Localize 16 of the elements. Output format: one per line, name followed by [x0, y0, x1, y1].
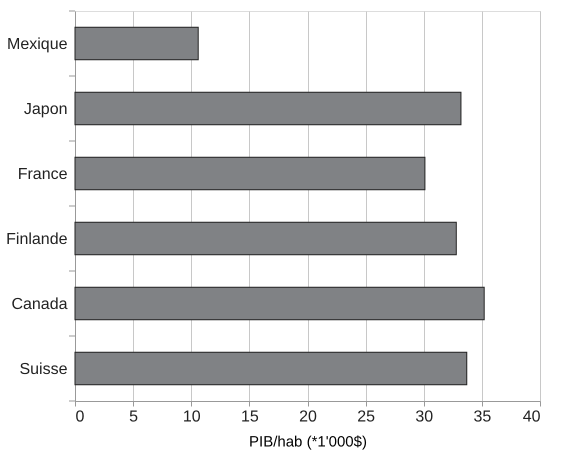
y-tick-label: Canada	[11, 296, 68, 313]
y-tick-label: France	[18, 166, 68, 183]
x-tick-label: 20	[299, 408, 317, 426]
x-tick-label: 15	[240, 408, 259, 426]
y-tick-label: Mexique	[7, 36, 68, 53]
x-axis-title: PIB/hab (*1'000$)	[249, 434, 367, 450]
x-tick-label: 40	[522, 408, 541, 426]
y-tick-label: Finlande	[6, 231, 68, 248]
x-tick-label: 10	[182, 408, 201, 426]
x-tick-label: 5	[129, 408, 138, 426]
y-tick-label: Japon	[24, 101, 68, 118]
x-tick-label: 25	[357, 408, 376, 426]
x-tick-label: 30	[415, 408, 434, 426]
y-tick-label: Suisse	[19, 361, 68, 378]
x-tick-label: 35	[473, 408, 492, 426]
x-tick-label: 0	[76, 408, 84, 426]
